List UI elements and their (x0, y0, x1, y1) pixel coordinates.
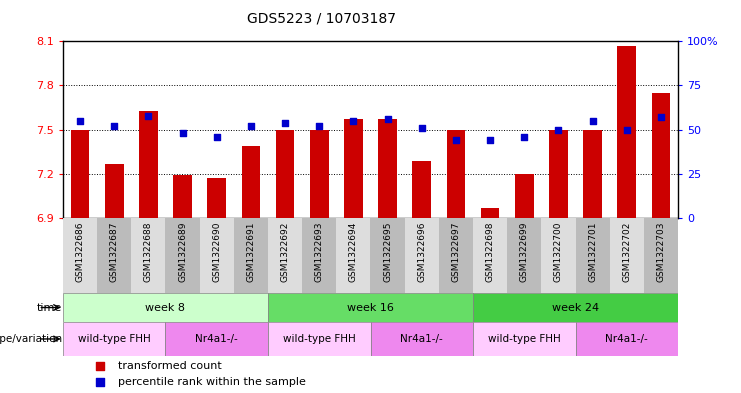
Bar (481, 208, 499, 218)
Bar (412, 161, 431, 218)
Text: GDS5223 / 10703187: GDS5223 / 10703187 (247, 11, 396, 26)
Bar (199, 218, 234, 293)
Point (210, 134, 222, 140)
Text: GSM1322697: GSM1322697 (451, 222, 460, 282)
Point (518, 134, 530, 140)
Point (176, 130, 188, 136)
Text: GSM1322694: GSM1322694 (349, 222, 358, 282)
Bar (370, 218, 405, 293)
Text: GSM1322693: GSM1322693 (315, 222, 324, 282)
Text: wild-type FHH: wild-type FHH (283, 334, 356, 344)
Text: GSM1322691: GSM1322691 (247, 222, 256, 282)
Point (94, 362, 106, 369)
Point (74, 118, 86, 124)
Bar (207, 178, 226, 218)
Bar (70, 130, 90, 218)
Point (94, 379, 106, 385)
Text: GSM1322696: GSM1322696 (417, 222, 426, 282)
Bar (276, 130, 294, 218)
Text: GSM1322686: GSM1322686 (76, 222, 84, 282)
Text: week 8: week 8 (145, 303, 185, 312)
Point (279, 119, 291, 126)
Bar (542, 218, 576, 293)
Point (587, 118, 599, 124)
Bar (173, 175, 192, 218)
Text: week 16: week 16 (347, 303, 394, 312)
Bar (617, 46, 637, 218)
Text: GSM1322702: GSM1322702 (622, 222, 631, 282)
Bar (139, 110, 158, 218)
Text: Nr4a1-/-: Nr4a1-/- (400, 334, 443, 344)
Bar (515, 174, 534, 218)
Bar (104, 163, 124, 218)
Point (142, 112, 154, 119)
Text: wild-type FHH: wild-type FHH (78, 334, 150, 344)
Bar (268, 293, 473, 322)
Text: GSM1322703: GSM1322703 (657, 222, 665, 282)
Text: genotype/variation: genotype/variation (0, 334, 62, 344)
Bar (234, 218, 268, 293)
Bar (473, 293, 678, 322)
Bar (610, 218, 644, 293)
Bar (473, 322, 576, 356)
Bar (405, 218, 439, 293)
Point (553, 127, 565, 133)
Bar (576, 322, 678, 356)
Bar (131, 218, 165, 293)
Point (382, 116, 393, 122)
Bar (63, 293, 268, 322)
Text: GSM1322688: GSM1322688 (144, 222, 153, 282)
Bar (242, 146, 260, 218)
Text: transformed count: transformed count (119, 360, 222, 371)
Text: Nr4a1-/-: Nr4a1-/- (196, 334, 238, 344)
Bar (165, 218, 199, 293)
Bar (268, 322, 370, 356)
Bar (651, 93, 671, 218)
Point (348, 118, 359, 124)
Bar (576, 218, 610, 293)
Bar (473, 218, 507, 293)
Bar (644, 218, 678, 293)
Bar (302, 218, 336, 293)
Point (416, 125, 428, 131)
Text: GSM1322690: GSM1322690 (212, 222, 222, 282)
Point (108, 123, 120, 129)
Bar (165, 322, 268, 356)
Bar (507, 218, 542, 293)
Point (484, 137, 496, 143)
Bar (336, 218, 370, 293)
Bar (344, 119, 363, 218)
Bar (63, 218, 97, 293)
Text: GSM1322687: GSM1322687 (110, 222, 119, 282)
Bar (97, 218, 131, 293)
Bar (447, 130, 465, 218)
Text: GSM1322700: GSM1322700 (554, 222, 563, 282)
Text: Nr4a1-/-: Nr4a1-/- (605, 334, 648, 344)
Text: GSM1322695: GSM1322695 (383, 222, 392, 282)
Text: GSM1322692: GSM1322692 (281, 222, 290, 282)
Bar (63, 322, 165, 356)
Point (245, 123, 257, 129)
Text: wild-type FHH: wild-type FHH (488, 334, 561, 344)
Bar (378, 119, 397, 218)
Bar (268, 218, 302, 293)
Point (450, 137, 462, 143)
Text: GSM1322699: GSM1322699 (519, 222, 529, 282)
Bar (583, 130, 602, 218)
Text: GSM1322698: GSM1322698 (485, 222, 494, 282)
Bar (549, 130, 568, 218)
Text: percentile rank within the sample: percentile rank within the sample (119, 377, 306, 387)
Point (621, 127, 633, 133)
Point (313, 123, 325, 129)
Text: time: time (37, 303, 62, 312)
Bar (310, 130, 329, 218)
Bar (370, 322, 473, 356)
Point (655, 114, 667, 121)
Text: GSM1322701: GSM1322701 (588, 222, 597, 282)
Text: GSM1322689: GSM1322689 (178, 222, 187, 282)
Bar (439, 218, 473, 293)
Text: week 24: week 24 (552, 303, 599, 312)
